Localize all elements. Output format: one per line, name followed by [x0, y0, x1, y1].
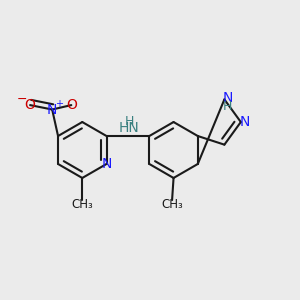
Text: N: N	[47, 103, 57, 116]
Text: O: O	[25, 98, 35, 112]
Text: N: N	[101, 157, 112, 171]
Text: N: N	[223, 91, 233, 105]
Text: CH₃: CH₃	[71, 198, 93, 211]
Text: N: N	[239, 115, 250, 129]
Text: HN: HN	[119, 121, 140, 135]
Text: −: −	[17, 93, 27, 106]
Text: H: H	[223, 100, 232, 113]
Text: +: +	[55, 99, 63, 109]
Text: CH₃: CH₃	[161, 198, 183, 211]
Text: O: O	[66, 98, 77, 112]
Text: H: H	[125, 116, 134, 128]
